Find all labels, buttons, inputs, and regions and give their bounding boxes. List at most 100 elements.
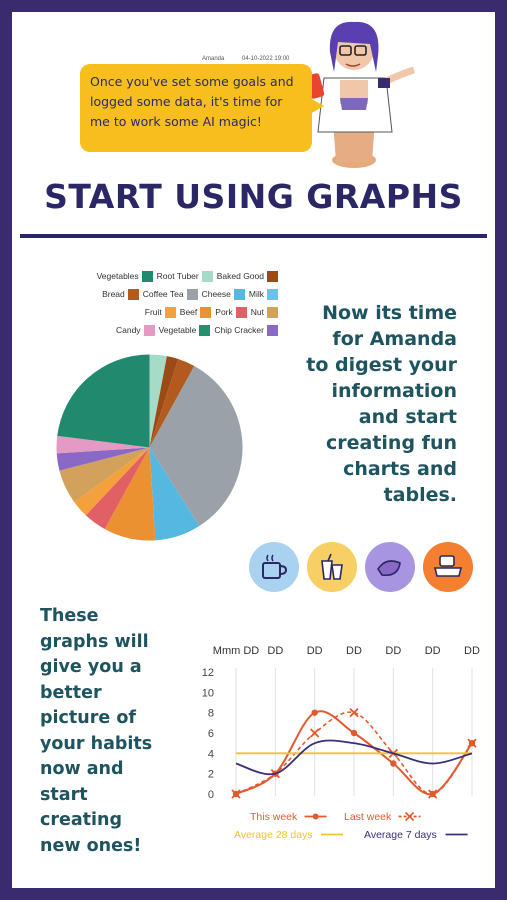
- legend-swatch: [235, 306, 247, 318]
- pie-slice: [56, 435, 150, 454]
- last-week-point: [310, 728, 320, 738]
- drinks-icon: [307, 542, 357, 592]
- legend-label: Root Tuber: [156, 271, 199, 281]
- pie-slice: [149, 447, 200, 541]
- pie-slice: [149, 359, 195, 448]
- last-week-point: [349, 708, 359, 718]
- legend-item: Pork: [215, 306, 247, 318]
- this-week-point: [390, 760, 397, 767]
- legend-label: Vegetable: [158, 325, 197, 335]
- legend-item: Root Tuber: [156, 270, 213, 282]
- intro-line: to digest your: [306, 354, 457, 376]
- amanda-avatar: [310, 21, 415, 168]
- legend-item: Milk: [248, 288, 278, 300]
- pie-slice: [56, 447, 150, 471]
- pie-slice: [149, 366, 243, 527]
- legend-swatch: [127, 288, 139, 300]
- y-tick-label: 10: [202, 687, 214, 699]
- legend-label: Candy: [115, 325, 141, 335]
- pie-chart: [56, 354, 243, 541]
- y-tick-label: 0: [208, 789, 214, 801]
- intro-paragraph: Now its time for Amanda to digest your info…: [267, 300, 457, 508]
- pie-slice: [59, 447, 150, 503]
- this-week-point: [311, 709, 318, 716]
- legend-item: Chip Cracker: [214, 324, 278, 336]
- page-title: START USING GRAPHS: [44, 177, 463, 216]
- habits-line: better: [40, 682, 102, 703]
- legend-swatch: [267, 270, 278, 282]
- legend-swatch: [201, 270, 213, 282]
- line-legend-label: This week: [250, 811, 298, 823]
- message-timestamp: 04-10-2022 19:00: [242, 56, 290, 62]
- legend-label: Milk: [248, 289, 264, 299]
- legend-row: Bread Coffee Tea Cheese Milk: [28, 285, 278, 303]
- line-chart: 0 2 4 6 8 10 12 Mmm DD DD DD DD DD DD DD This week Last…: [202, 645, 480, 841]
- intro-line: creating fun: [326, 432, 457, 454]
- intro-line: tables.: [383, 484, 457, 506]
- x-tick-label: DD: [385, 645, 401, 657]
- last-week-point: [231, 789, 241, 799]
- legend-label: Vegetables: [96, 271, 139, 281]
- poster: Amanda 04-10-2022 19:00 Once you've set …: [12, 12, 495, 888]
- series-line-avg-7: [235, 739, 473, 776]
- habits-line: new ones!: [40, 835, 142, 856]
- habits-line: picture of: [40, 708, 136, 728]
- legend-item: Fruit: [144, 306, 176, 318]
- intro-line: charts and: [343, 458, 457, 480]
- habits-line: start: [40, 784, 88, 805]
- y-tick-label: 6: [208, 728, 214, 740]
- legend-item: Baked Good: [217, 270, 278, 282]
- legend-item: Candy: [115, 324, 155, 336]
- speaker-name: Amanda: [202, 56, 225, 62]
- legend-row: Vegetables Root Tuber Baked Good: [28, 267, 278, 285]
- last-week-point: [467, 738, 477, 748]
- x-tick-label: Mmm DD: [213, 645, 259, 657]
- line-legend-label: Average 28 days: [234, 829, 313, 841]
- habits-line: now and: [40, 759, 124, 779]
- intro-line: information: [331, 380, 457, 402]
- legend-item: Beef: [179, 306, 212, 318]
- habits-line: your habits: [40, 733, 153, 754]
- habits-line: creating: [40, 810, 123, 830]
- legend-item: Nut: [250, 306, 278, 318]
- legend-swatch: [141, 270, 153, 282]
- legend-swatch: [233, 288, 245, 300]
- legend-item: Bread: [102, 288, 139, 300]
- habits-line: graphs will: [40, 631, 149, 652]
- pie-slice: [104, 447, 156, 541]
- legend-swatch: [267, 288, 278, 300]
- legend-item: Coffee Tea: [143, 288, 198, 300]
- legend-label: Nut: [250, 307, 264, 317]
- line-legend-marker: [405, 811, 415, 822]
- legend-swatch: [143, 324, 155, 336]
- food-icons-row: [249, 542, 479, 598]
- food-container-icon: [423, 542, 473, 592]
- y-tick-label: 12: [202, 667, 214, 679]
- pie-slice: [85, 447, 150, 529]
- last-week-point: [428, 789, 438, 799]
- legend-label: Fruit: [144, 307, 162, 317]
- speech-text: Once you've set some goals and logged so…: [90, 74, 294, 129]
- legend-label: Pork: [215, 307, 233, 317]
- pie-slice: [149, 354, 167, 448]
- y-tick-label: 8: [208, 708, 214, 720]
- x-tick-label: DD: [267, 645, 283, 657]
- legend-swatch: [267, 324, 278, 336]
- y-tick-label: 2: [208, 769, 214, 781]
- legend-label: Cheese: [201, 289, 231, 299]
- legend-label: Beef: [179, 307, 198, 317]
- habits-paragraph: These graphs will give you a better picture …: [40, 604, 200, 859]
- x-tick-label: DD: [425, 645, 441, 657]
- legend-swatch: [200, 306, 212, 318]
- legend-item: Cheese: [201, 288, 245, 300]
- line-legend-label: Last week: [344, 811, 392, 823]
- x-tick-label: DD: [307, 645, 323, 657]
- line-legend-marker: [312, 813, 319, 820]
- legend-row: Candy Vegetable Chip Cracker: [28, 321, 278, 339]
- legend-item: Vegetable: [158, 324, 211, 336]
- pie-slice: [57, 354, 150, 448]
- this-week-point: [350, 729, 358, 737]
- x-tick-label: DD: [346, 645, 362, 657]
- legend-swatch: [164, 306, 176, 318]
- coffee-cup-icon: [249, 542, 299, 592]
